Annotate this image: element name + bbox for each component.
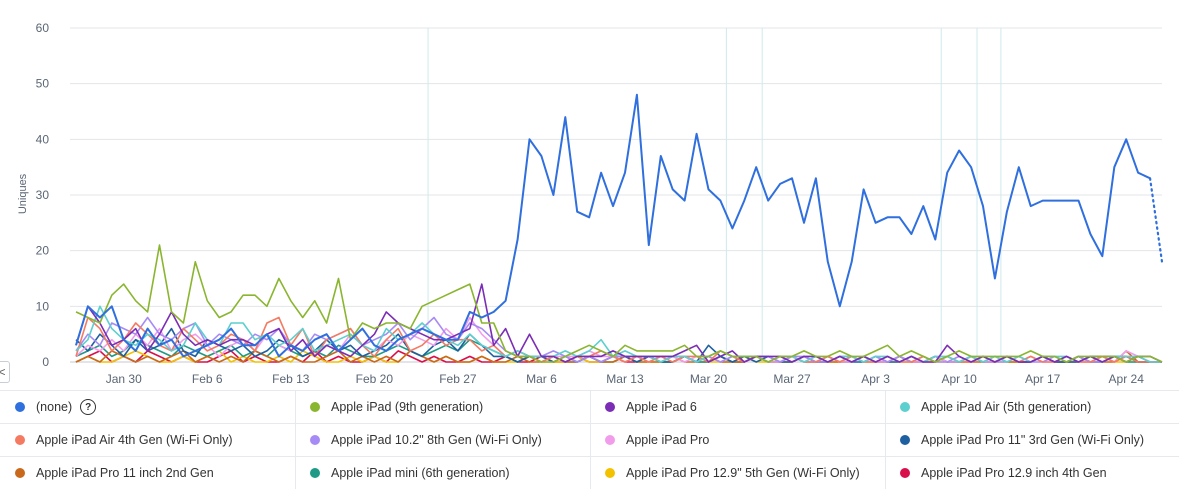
legend-color-dot [310, 402, 320, 412]
legend-item[interactable]: Apple iPad Pro 11" 3rd Gen (Wi-Fi Only) [885, 424, 1179, 456]
legend-row: Apple iPad Pro 11 inch 2nd Gen Apple iPad… [0, 456, 1179, 489]
y-axis: 0 10 20 30 40 50 60 [36, 21, 50, 369]
legend-label: Apple iPad Pro 12.9 inch 4th Gen [921, 466, 1107, 480]
legend-item[interactable]: Apple iPad 10.2" 8th Gen (Wi-Fi Only) [295, 424, 590, 456]
x-tick-label: Apr 17 [1025, 372, 1061, 386]
chart-annotations [427, 28, 1002, 362]
legend-label: (none) [36, 400, 73, 414]
legend-row: (none)? Apple iPad (9th generation) Apple … [0, 390, 1179, 423]
legend-item[interactable]: Apple iPad 6 [590, 391, 885, 423]
chart-series [75, 93, 1164, 363]
legend-item[interactable]: (none)? [0, 391, 295, 423]
legend-label: Apple iPad Pro 12.9" 5th Gen (Wi-Fi Only… [626, 466, 860, 480]
legend-color-dot [15, 402, 25, 412]
legend-color-dot [605, 402, 615, 412]
legend-label: Apple iPad Pro 11" 3rd Gen (Wi-Fi Only) [921, 433, 1145, 447]
x-tick-label: Mar 13 [606, 372, 644, 386]
legend-label: Apple iPad Pro [626, 433, 710, 447]
legend-color-dot [15, 435, 25, 445]
legend-label: Apple iPad Air (5th generation) [921, 400, 1092, 414]
y-tick-label: 0 [42, 355, 49, 369]
series-line [75, 93, 1151, 358]
legend-item[interactable]: Apple iPad Pro 11 inch 2nd Gen [0, 457, 295, 489]
line-chart: 0 10 20 30 40 50 60 Jan 30 Feb 6 Feb 13 Feb 20 Feb… [17, 21, 1164, 386]
legend-label: Apple iPad Pro 11 inch 2nd Gen [36, 466, 214, 480]
legend-color-dot [15, 468, 25, 478]
legend-color-dot [310, 435, 320, 445]
x-tick-label: Feb 20 [356, 372, 394, 386]
scroll-left-button[interactable]: < [0, 361, 10, 383]
legend-label: Apple iPad Air 4th Gen (Wi-Fi Only) [36, 433, 233, 447]
legend-color-dot [605, 435, 615, 445]
legend-label: Apple iPad (9th generation) [331, 400, 484, 414]
x-axis: Jan 30 Feb 6 Feb 13 Feb 20 Feb 27 Mar 6 Mar 13… [106, 372, 1144, 386]
legend-row: Apple iPad Air 4th Gen (Wi-Fi Only) Apple… [0, 423, 1179, 456]
x-tick-label: Mar 27 [773, 372, 811, 386]
legend-item[interactable]: Apple iPad Pro 12.9" 5th Gen (Wi-Fi Only… [590, 457, 885, 489]
legend-color-dot [605, 468, 615, 478]
legend-item[interactable]: Apple iPad Pro 12.9 inch 4th Gen [885, 457, 1179, 489]
series-line [75, 244, 1163, 363]
legend-color-dot [900, 402, 910, 412]
legend-label: Apple iPad 10.2" 8th Gen (Wi-Fi Only) [331, 433, 542, 447]
legend-label: Apple iPad 6 [626, 400, 697, 414]
legend-item[interactable]: Apple iPad mini (6th generation) [295, 457, 590, 489]
legend-color-dot [900, 468, 910, 478]
legend-item[interactable]: Apple iPad (9th generation) [295, 391, 590, 423]
legend-item[interactable]: Apple iPad Pro [590, 424, 885, 456]
y-tick-label: 30 [36, 188, 50, 202]
x-tick-label: Apr 24 [1109, 372, 1145, 386]
x-tick-label: Mar 20 [690, 372, 728, 386]
y-axis-label: Uniques [17, 173, 29, 214]
y-tick-label: 40 [36, 132, 50, 146]
x-tick-label: Feb 6 [192, 372, 223, 386]
x-tick-label: Feb 27 [439, 372, 477, 386]
y-tick-label: 20 [36, 244, 50, 258]
x-tick-label: Apr 10 [941, 372, 977, 386]
chart-grid [70, 27, 1162, 363]
y-tick-label: 10 [36, 299, 50, 313]
series-line-projection [1148, 177, 1164, 263]
legend-color-dot [900, 435, 910, 445]
x-tick-label: Mar 6 [526, 372, 557, 386]
y-tick-label: 50 [36, 77, 50, 91]
help-icon[interactable]: ? [80, 399, 97, 415]
legend-item[interactable]: Apple iPad Air (5th generation) [885, 391, 1179, 423]
legend-color-dot [310, 468, 320, 478]
legend-item[interactable]: Apple iPad Air 4th Gen (Wi-Fi Only) [0, 424, 295, 456]
x-tick-label: Apr 3 [861, 372, 890, 386]
legend-label: Apple iPad mini (6th generation) [331, 466, 510, 480]
x-tick-label: Jan 30 [106, 372, 142, 386]
y-tick-label: 60 [36, 21, 50, 35]
x-tick-label: Feb 13 [272, 372, 310, 386]
